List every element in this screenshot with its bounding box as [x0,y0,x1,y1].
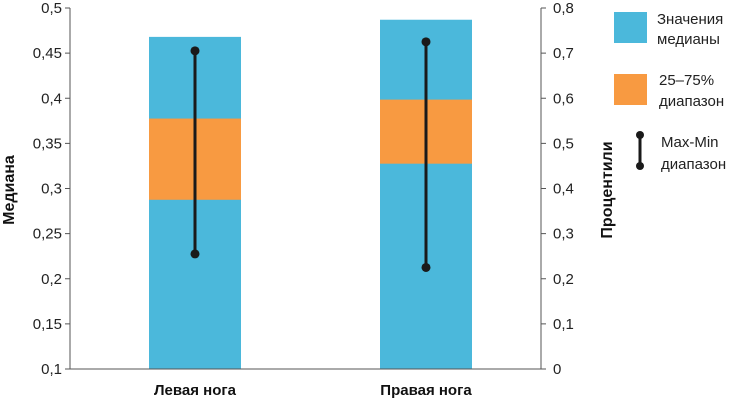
y-left-tick-label: 0,5 [41,0,62,17]
y-axis-right-title: Процентили [599,141,616,238]
y-left-tick-label: 0,35 [33,135,62,152]
y-axis-left-title: Медиана [1,155,18,225]
y-right-tick-label: 0,5 [553,135,574,152]
y-left-tick-label: 0,45 [33,45,62,62]
y-left-tick-label: 0,3 [41,181,62,198]
x-category-label: Левая нога [154,382,237,399]
legend-label-max-min-line1: Max-Min [661,134,719,151]
y-left-tick-label: 0,2 [41,271,62,288]
y-right-tick-label: 0,1 [553,316,574,333]
y-right-tick-label: 0,6 [553,90,574,107]
legend: Значения медианы 25–75% диапазон Max-Min… [614,11,726,173]
legend-label-median-line2: медианы [657,31,720,48]
legend-swatch-median [614,12,647,43]
y-right-tick-label: 0,8 [553,0,574,17]
legend-label-max-min-line2: диапазон [661,156,726,173]
min-point [421,262,431,272]
y-right-tick-label: 0 [553,361,561,378]
y-right-tick-label: 0,3 [553,226,574,243]
y-left-tick-label: 0,4 [41,90,62,107]
y-right-tick-label: 0,7 [553,45,574,62]
max-point [421,37,431,47]
plot-area: Левая нога Правая нога 0,1 0,15 0,2 0,25 0,3 0,… [33,0,574,399]
min-point [190,249,200,259]
legend-symbol-max-min-icon [636,131,644,170]
legend-label-iqr-line2: диапазон [659,93,724,110]
y-left-tick-label: 0,1 [41,361,62,378]
y-right-tick-label: 0,4 [553,181,574,198]
legend-swatch-iqr [614,74,647,105]
y-left-tick-label: 0,15 [33,316,62,333]
y-left-tick-label: 0,25 [33,226,62,243]
legend-label-iqr-line1: 25–75% [659,72,714,89]
legend-label-median-line1: Значения [657,11,723,28]
y-right-tick-label: 0,2 [553,271,574,288]
x-category-label: Правая нога [380,382,472,399]
max-point [190,46,200,56]
